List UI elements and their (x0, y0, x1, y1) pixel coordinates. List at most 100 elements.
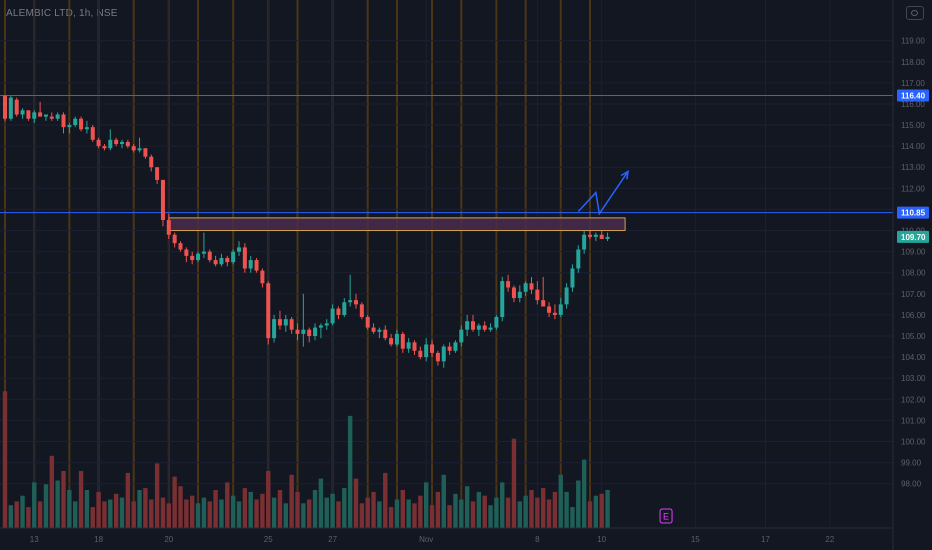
candle-body (441, 346, 446, 362)
candle-body (558, 304, 563, 315)
y-tick-label: 104.00 (901, 353, 926, 362)
volume-bar (464, 486, 470, 528)
candle-body (49, 116, 54, 119)
x-tick-label: 25 (264, 535, 273, 544)
candle-body (3, 95, 7, 119)
grid (0, 0, 893, 528)
volume-bar (587, 501, 593, 528)
volume-bar (564, 491, 569, 528)
x-tick-label: 22 (825, 535, 834, 544)
y-tick-label: 99.00 (901, 459, 922, 468)
volume-bar (488, 505, 493, 528)
candle-body (500, 281, 505, 318)
candle-body (418, 350, 423, 358)
volume-bar (312, 490, 318, 528)
x-tick-label: Nov (419, 535, 433, 544)
volume-bar (383, 472, 388, 528)
camera-icon[interactable] (906, 6, 924, 20)
volume-bar (453, 493, 458, 528)
volume-bar (125, 472, 131, 528)
volume-bar (131, 501, 136, 528)
price-axis: 119.00 118.00 117.00 116.00 115.00 114.00 113.… (892, 0, 929, 550)
y-tick-label: 116.00 (901, 100, 925, 109)
candle-body (383, 329, 388, 339)
volume-bar (424, 482, 429, 528)
candle-body (272, 319, 277, 339)
volume-bar (505, 497, 511, 528)
candle-body (73, 118, 78, 126)
volume-bar (541, 488, 546, 528)
candle-body (114, 139, 119, 145)
x-tick-label: 17 (761, 535, 770, 544)
candle-body (371, 327, 376, 332)
candle-body (506, 281, 511, 288)
symbol-title: ALEMBIC LTD, 1h, NSE (6, 8, 118, 19)
earnings-icon (659, 508, 673, 524)
level-price-label: 110.85 (901, 209, 926, 218)
time-axis: 13 18 20 25 27 Nov 8 10 15 17 22 (0, 527, 893, 544)
candle-body (424, 344, 429, 358)
x-tick-label: 13 (30, 535, 39, 544)
volume-bar (500, 482, 505, 528)
candle-body (207, 251, 212, 261)
volume-bar (260, 493, 265, 528)
candle-body (166, 219, 171, 235)
candle-body (535, 289, 540, 301)
projection-line (577, 171, 629, 216)
candle-body (266, 283, 271, 339)
candle-body (318, 325, 323, 328)
candle-body (55, 114, 60, 119)
candle-body (354, 300, 358, 305)
candle-body (465, 321, 470, 330)
candle-body (529, 283, 534, 290)
candle-body (588, 234, 592, 237)
volume-bar (447, 505, 452, 528)
candle-body (172, 234, 177, 244)
y-tick-label: 103.00 (901, 374, 926, 383)
zone-box (168, 217, 626, 232)
candle-body (20, 110, 25, 115)
volume-bar (32, 482, 37, 528)
arrow-head (620, 170, 629, 180)
candle-body (570, 268, 575, 288)
volume-bar (230, 495, 236, 528)
volume-bar (20, 495, 25, 528)
volume-bar (289, 474, 294, 528)
volume-bar (26, 507, 31, 528)
volume-bar (535, 497, 540, 528)
candle-body (365, 317, 370, 328)
y-tick-label: 114.00 (901, 142, 925, 151)
volume-bar (441, 474, 446, 528)
volume-bar (8, 505, 14, 528)
candle-body (307, 329, 312, 337)
candle-body (593, 234, 598, 237)
candle-body (248, 260, 253, 269)
volume-bar (599, 493, 604, 528)
volume-bar (301, 503, 306, 528)
volume-bar (43, 484, 49, 528)
volume-bar (271, 497, 277, 528)
volume-bar (552, 491, 558, 528)
y-tick-label: 112.00 (901, 184, 925, 193)
volume-bar (359, 503, 365, 528)
candle-body (178, 243, 183, 250)
volume-bar (108, 499, 113, 528)
candle-body (295, 329, 300, 334)
y-tick-label: 119.00 (901, 37, 925, 46)
volume-bar (55, 480, 60, 528)
volume-bar (172, 476, 177, 528)
horizontal-lines (0, 95, 893, 214)
y-tick-label: 106.00 (901, 311, 926, 320)
volume-bar (190, 495, 195, 528)
volume-bar (219, 499, 224, 528)
candle-body (190, 255, 195, 261)
candle-body (160, 179, 165, 220)
volume-bar (201, 497, 207, 528)
volume-bar (90, 507, 95, 528)
candle-body (488, 327, 493, 330)
volume-bar (377, 501, 382, 528)
candle-body (143, 148, 148, 157)
candle-body (137, 148, 142, 151)
volume-bar (529, 490, 534, 528)
